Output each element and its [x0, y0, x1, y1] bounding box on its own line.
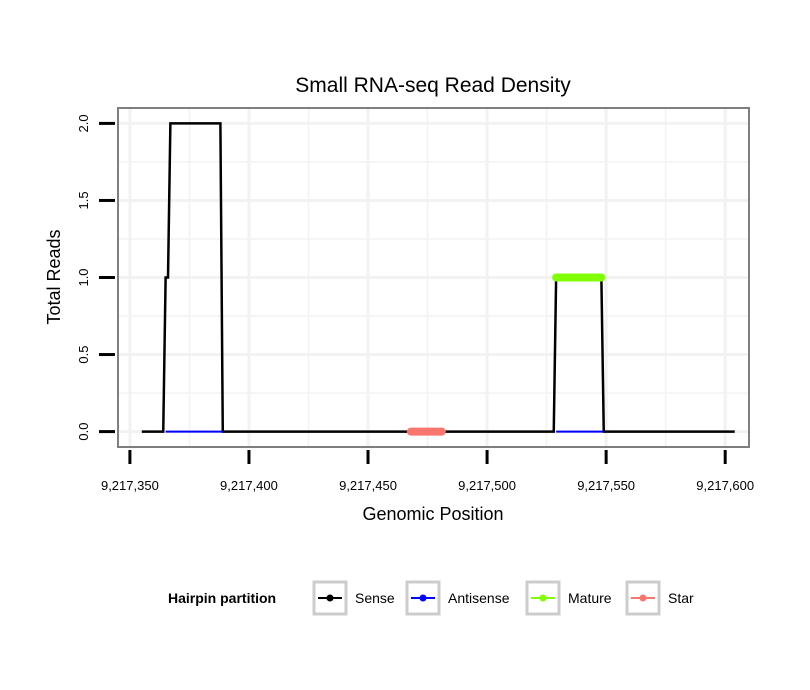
legend-label: Antisense	[448, 590, 510, 606]
y-axis-title: Total Reads	[44, 229, 64, 324]
x-tick-label: 9,217,400	[220, 478, 278, 493]
legend-key-point	[326, 594, 334, 602]
x-axis-title: Genomic Position	[362, 504, 503, 524]
x-tick-label: 9,217,450	[339, 478, 397, 493]
legend-key-point	[639, 594, 647, 602]
gridlines	[118, 108, 749, 447]
y-axis: 0.0 0.5 1.0 1.5 2.0	[76, 114, 115, 441]
y-tick-label: 1.5	[76, 191, 91, 209]
x-tick-label: 9,217,600	[696, 478, 754, 493]
y-tick-label: 2.0	[76, 114, 91, 132]
x-tick-label: 9,217,550	[577, 478, 635, 493]
legend-label: Star	[668, 590, 694, 606]
series-layer	[141, 122, 735, 436]
legend-key-point	[539, 594, 547, 602]
plot-border	[117, 107, 750, 448]
x-axis: 9,217,350 9,217,400 9,217,450 9,217,500 9,21…	[101, 450, 754, 493]
legend-key-point	[419, 594, 427, 602]
y-tick-label: 1.0	[76, 268, 91, 286]
legend: Hairpin partition Sense Antisense Mature St…	[168, 580, 694, 616]
legend-title: Hairpin partition	[168, 590, 276, 606]
legend-label: Mature	[568, 590, 612, 606]
y-tick-label: 0.5	[76, 346, 91, 364]
chart-title: Small RNA-seq Read Density	[295, 74, 571, 97]
y-tick-label: 0.0	[76, 423, 91, 441]
legend-label: Sense	[355, 590, 395, 606]
x-tick-label: 9,217,350	[101, 478, 159, 493]
sense-line	[141, 122, 735, 433]
x-tick-label: 9,217,500	[458, 478, 516, 493]
